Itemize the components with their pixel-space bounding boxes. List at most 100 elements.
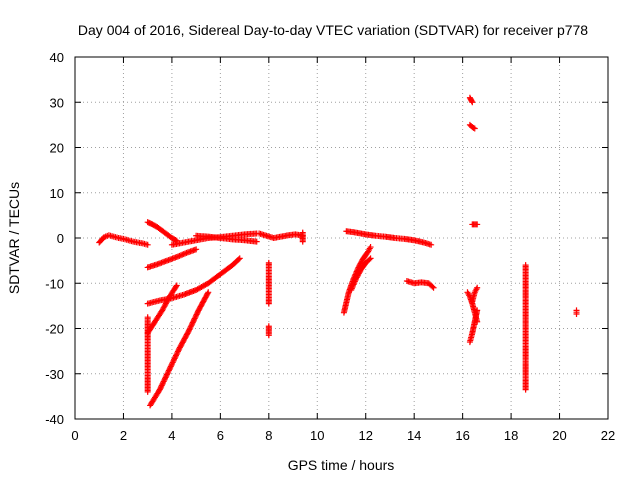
y-tick-label: 20	[50, 141, 64, 156]
series-arc-3	[144, 246, 200, 271]
series-arc-17	[466, 121, 478, 132]
plus-marker	[470, 124, 477, 131]
plus-marker	[171, 355, 178, 362]
plus-marker	[253, 238, 260, 245]
plus-marker	[186, 326, 193, 333]
series-arc-9	[256, 230, 306, 241]
plus-marker	[194, 308, 201, 315]
plus-marker	[474, 284, 481, 291]
plus-marker	[163, 371, 170, 378]
plus-marker	[205, 289, 212, 296]
series-arc-12	[343, 228, 435, 248]
plus-marker	[185, 327, 192, 334]
plus-marker	[163, 373, 170, 380]
plus-marker	[172, 354, 179, 361]
plus-marker	[167, 363, 174, 370]
plus-marker	[166, 366, 173, 373]
plus-marker	[191, 316, 198, 323]
plus-marker	[187, 325, 194, 332]
y-tick-label: 0	[57, 231, 64, 246]
plus-marker	[367, 244, 374, 251]
plus-marker	[430, 284, 437, 291]
y-tick-label: -20	[45, 322, 64, 337]
plus-marker	[265, 332, 272, 339]
plus-marker	[185, 329, 192, 336]
x-tick-label: 8	[265, 428, 272, 443]
plus-marker	[189, 319, 196, 326]
plus-marker	[474, 221, 481, 228]
plus-marker	[172, 352, 179, 359]
plus-marker	[169, 360, 176, 367]
series-arc-20	[469, 284, 481, 305]
x-tick-label: 14	[407, 428, 421, 443]
plus-marker	[168, 362, 175, 369]
plus-marker	[157, 385, 164, 392]
plus-marker	[188, 322, 195, 329]
plus-marker	[160, 378, 167, 385]
series-arc-16	[466, 94, 476, 106]
x-tick-label: 0	[71, 428, 78, 443]
series-arc-1	[96, 232, 151, 248]
plus-marker	[573, 311, 580, 318]
plus-marker	[367, 255, 374, 262]
plus-marker	[173, 282, 180, 289]
plus-marker	[204, 290, 211, 297]
plus-marker	[474, 307, 481, 314]
series-point-set-5	[573, 307, 580, 318]
plus-marker	[192, 314, 199, 321]
plus-marker	[158, 382, 165, 389]
data-marks	[96, 94, 580, 409]
plus-marker	[175, 347, 182, 354]
plus-marker	[161, 375, 168, 382]
plus-marker	[164, 370, 171, 377]
plus-marker	[161, 377, 168, 384]
plus-marker	[165, 368, 172, 375]
plus-marker	[158, 383, 165, 390]
plus-marker	[189, 320, 196, 327]
plus-marker	[169, 359, 176, 366]
y-tick-label: -30	[45, 367, 64, 382]
series-arc-11	[265, 323, 272, 339]
plus-marker	[174, 348, 181, 355]
series-point-set-2	[299, 229, 306, 245]
plus-marker	[159, 381, 166, 388]
series-arc-6	[144, 255, 243, 307]
plus-marker	[193, 311, 200, 318]
plus-marker	[428, 241, 435, 248]
series-arc-8	[147, 289, 212, 409]
series-arc-10	[265, 259, 272, 307]
plus-marker	[171, 356, 178, 363]
x-tick-label: 2	[120, 428, 127, 443]
x-tick-label: 12	[358, 428, 372, 443]
series-point-set-1	[144, 314, 151, 395]
y-axis-label: SDTVAR / TECUs	[6, 182, 22, 294]
y-tick-label: -40	[45, 412, 64, 427]
x-tick-label: 10	[310, 428, 324, 443]
plus-marker	[173, 351, 180, 358]
x-axis-label: GPS time / hours	[288, 457, 395, 473]
y-tick-label: 40	[50, 50, 64, 65]
plus-marker	[299, 238, 306, 245]
plus-marker	[468, 98, 475, 105]
plus-marker	[366, 256, 373, 263]
plus-marker	[187, 323, 194, 330]
series-arc-2	[144, 219, 180, 244]
plus-marker	[144, 241, 151, 248]
plus-marker	[167, 364, 174, 371]
plus-marker	[471, 125, 478, 132]
x-tick-label: 22	[601, 428, 615, 443]
y-tick-label: 30	[50, 95, 64, 110]
plus-marker	[165, 367, 172, 374]
x-tick-label: 4	[168, 428, 175, 443]
y-tick-label: -10	[45, 276, 64, 291]
series-arc-7	[144, 282, 180, 337]
series-point-set-3	[469, 221, 481, 228]
plus-marker	[191, 315, 198, 322]
series-arc-14	[348, 255, 374, 294]
plus-marker	[194, 310, 201, 317]
plus-marker	[192, 312, 199, 319]
plus-marker	[170, 358, 177, 365]
plus-marker	[190, 318, 197, 325]
plus-marker	[236, 255, 243, 262]
